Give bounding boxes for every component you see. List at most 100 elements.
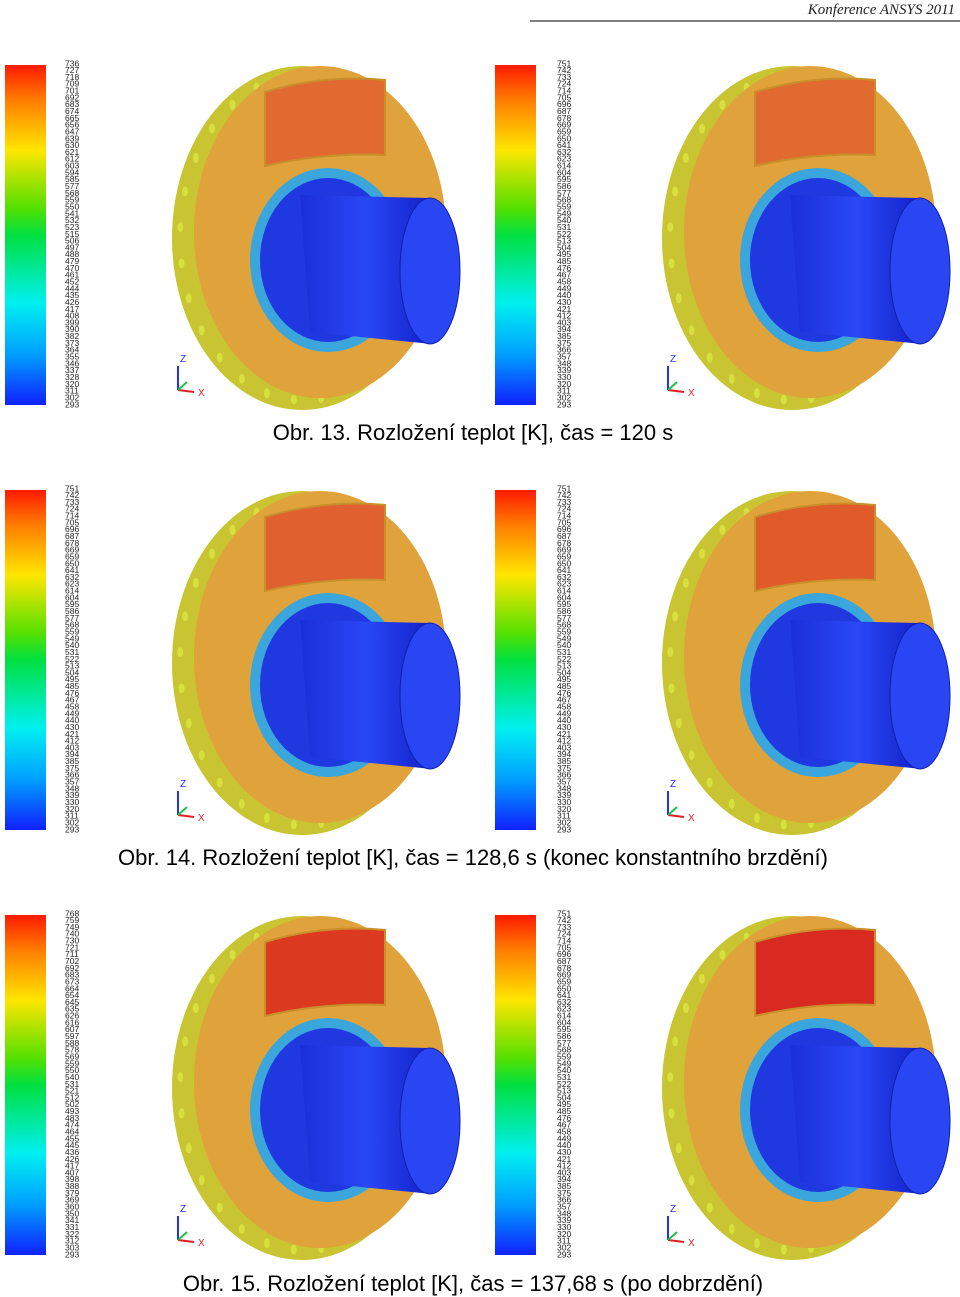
- legend-label: 412: [557, 736, 571, 746]
- shaft-end: [889, 1047, 951, 1195]
- legend-label: 385: [557, 331, 571, 341]
- legend-label: 426: [65, 1154, 79, 1164]
- legend-label: 632: [557, 997, 571, 1007]
- legend-label: 705: [557, 92, 571, 102]
- legend-label: 467: [557, 695, 571, 705]
- legend-label: 375: [557, 763, 571, 773]
- legend-label: 293: [557, 399, 571, 409]
- legend-label: 293: [65, 399, 79, 409]
- shaft-end: [889, 197, 951, 345]
- legend-label: 403: [557, 742, 571, 752]
- legend-label: 430: [557, 722, 571, 732]
- legend-label: 421: [557, 1154, 571, 1164]
- vent-hole: [728, 1223, 735, 1234]
- legend-label: 388: [65, 1181, 79, 1191]
- legend-label: 730: [65, 936, 79, 946]
- legend-label: 733: [65, 497, 79, 507]
- legend-label: 493: [65, 1106, 79, 1116]
- vent-hole: [216, 1202, 223, 1213]
- vent-hole: [208, 548, 215, 559]
- vent-hole: [688, 1175, 695, 1186]
- axis-triad: ZX: [667, 354, 695, 399]
- shaft: [300, 195, 432, 344]
- legend-label: 541: [65, 208, 79, 218]
- triad-x: [667, 814, 685, 818]
- legend-label: 549: [557, 1058, 571, 1068]
- vent-hole: [675, 1143, 682, 1154]
- legend-label: 485: [557, 1106, 571, 1116]
- legend-label: 531: [557, 222, 571, 232]
- legend-label: 311: [65, 386, 79, 396]
- legend-label: 674: [65, 106, 79, 116]
- legend-label: 399: [65, 317, 79, 327]
- vent-hole: [238, 1223, 245, 1234]
- legend-label: 614: [557, 1011, 571, 1021]
- brake-pad: [264, 77, 386, 168]
- legend-label: 669: [557, 120, 571, 130]
- legend-label: 379: [65, 1188, 79, 1198]
- legend-label: 683: [65, 970, 79, 980]
- legend-label: 417: [65, 1161, 79, 1171]
- legend-label: 740: [65, 929, 79, 939]
- legend-label: 540: [65, 1072, 79, 1082]
- vent-hole: [682, 578, 689, 589]
- legend-label: 616: [65, 1017, 79, 1027]
- triad-label: X: [688, 388, 695, 399]
- vent-hole: [719, 99, 726, 110]
- legend-label: 495: [557, 249, 571, 259]
- legend-label: 449: [557, 708, 571, 718]
- vent-hole: [192, 1003, 199, 1014]
- legend-label: 357: [557, 1202, 571, 1212]
- legend-label: 436: [65, 1147, 79, 1157]
- vent-hole: [706, 777, 713, 788]
- legend-label: 467: [65, 695, 79, 705]
- result-panel: 7517427337247147056966876786696596506416…: [495, 483, 951, 835]
- shaft: [300, 620, 432, 769]
- legend-label: 595: [557, 599, 571, 609]
- legend-label: 724: [557, 504, 571, 514]
- legend-label: 440: [65, 715, 79, 725]
- legend-label: 568: [65, 620, 79, 630]
- legend-label: 522: [557, 1079, 571, 1089]
- legend-label: 696: [557, 99, 571, 109]
- caption: Obr. 15. Rozložení teplot [K], čas = 137…: [183, 1271, 763, 1296]
- legend-label: 513: [557, 236, 571, 246]
- legend-label: 632: [557, 572, 571, 582]
- triad-label: X: [688, 1238, 695, 1249]
- vent-hole: [698, 973, 705, 984]
- vent-hole: [728, 373, 735, 384]
- legend-label: 578: [65, 1045, 79, 1055]
- legend-label: 577: [557, 1038, 571, 1048]
- legend-label: 461: [65, 270, 79, 280]
- legend-label: 585: [65, 174, 79, 184]
- legend-label: 403: [557, 1167, 571, 1177]
- vent-hole: [263, 388, 270, 399]
- legend-label: 369: [65, 1195, 79, 1205]
- legend-label: 506: [65, 236, 79, 246]
- legend-label: 594: [65, 167, 79, 177]
- legend-label: 458: [557, 276, 571, 286]
- legend-label: 320: [65, 804, 79, 814]
- legend-label: 623: [65, 579, 79, 589]
- legend-label: 360: [65, 1202, 79, 1212]
- vent-hole: [667, 1072, 674, 1083]
- legend-label: 595: [65, 599, 79, 609]
- legend-label: 373: [65, 338, 79, 348]
- vent-hole: [706, 352, 713, 363]
- vent-hole: [682, 1003, 689, 1014]
- legend-label: 678: [557, 538, 571, 548]
- legend-label: 632: [557, 147, 571, 157]
- legend-label: 303: [65, 1242, 79, 1252]
- vent-hole: [208, 973, 215, 984]
- vent-hole: [192, 578, 199, 589]
- legend-label: 733: [557, 497, 571, 507]
- vent-hole: [728, 798, 735, 809]
- triad-y: [177, 806, 188, 816]
- vent-hole: [672, 186, 679, 197]
- triad-label: Z: [180, 779, 186, 790]
- legend-label: 577: [65, 181, 79, 191]
- result-panel: 7517427337247147056966876786696596506416…: [495, 58, 951, 410]
- triad-x: [667, 389, 685, 393]
- legend-label: 714: [65, 511, 79, 521]
- legend-label: 348: [557, 783, 571, 793]
